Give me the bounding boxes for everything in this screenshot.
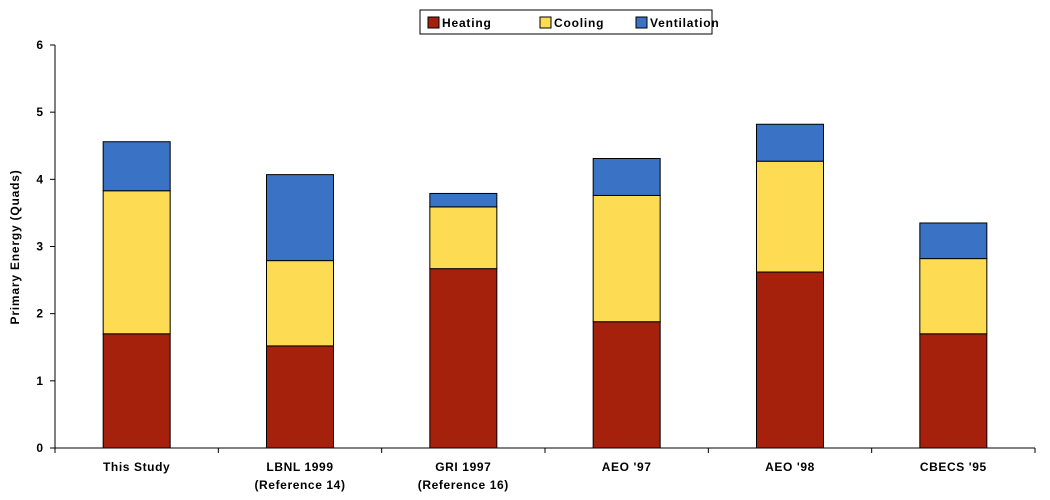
legend-label-ventilation: Ventilation (650, 16, 719, 30)
y-tick-label: 0 (36, 441, 43, 455)
bar-segment-ventilation (919, 222, 988, 260)
bar-segment-heating (592, 321, 661, 449)
legend-label-heating: Heating (442, 16, 492, 30)
y-tick-label: 5 (36, 105, 43, 119)
y-tick-label: 1 (36, 374, 43, 388)
bar-segment-ventilation (102, 141, 171, 192)
bar-segment-ventilation (429, 192, 498, 208)
bar-segment-cooling (266, 260, 334, 347)
x-category-label: CBECS '95 (920, 460, 987, 474)
bar-segment-heating (429, 268, 498, 449)
y-axis-title: Primary Energy (Quads) (8, 170, 22, 325)
bar-segment-ventilation (592, 158, 661, 196)
bar-segment-ventilation (756, 123, 824, 162)
legend-swatch-heating (427, 16, 440, 29)
bar-segment-heating (919, 333, 988, 449)
y-tick-label: 4 (36, 172, 43, 186)
y-tick-label: 3 (36, 240, 43, 254)
y-axis: 0 1 2 3 4 5 6 (36, 38, 56, 455)
y-tick-label: 6 (36, 38, 43, 52)
x-category-label: This Study (103, 460, 170, 474)
legend-label-cooling: Cooling (554, 16, 604, 30)
bar-segment-ventilation (266, 174, 334, 262)
bar-segment-heating (266, 345, 334, 449)
y-tick-label: 2 (36, 307, 43, 321)
bar-segment-cooling (756, 160, 824, 273)
bar-segment-cooling (102, 190, 171, 335)
legend-swatch-ventilation (635, 16, 648, 29)
bar-segment-cooling (592, 194, 661, 323)
x-category-label: (Reference 16) (418, 478, 509, 492)
legend-swatch-cooling (539, 16, 552, 29)
x-category-label: AEO '98 (765, 460, 815, 474)
legend-box (419, 9, 713, 35)
bar-segment-heating (102, 333, 171, 449)
bar-segment-heating (756, 271, 824, 449)
legend: Heating Cooling Ventilation (419, 9, 719, 35)
x-category-label: (Reference 14) (254, 478, 345, 492)
bars (102, 123, 988, 449)
x-axis: This Study LBNL 1999 (Reference 14) GRI 199… (54, 447, 1036, 492)
bar-segment-cooling (919, 258, 988, 335)
x-category-label: GRI 1997 (435, 460, 491, 474)
x-category-label: LBNL 1999 (266, 460, 333, 474)
bar-segment-cooling (429, 206, 498, 270)
x-category-label: AEO '97 (602, 460, 652, 474)
